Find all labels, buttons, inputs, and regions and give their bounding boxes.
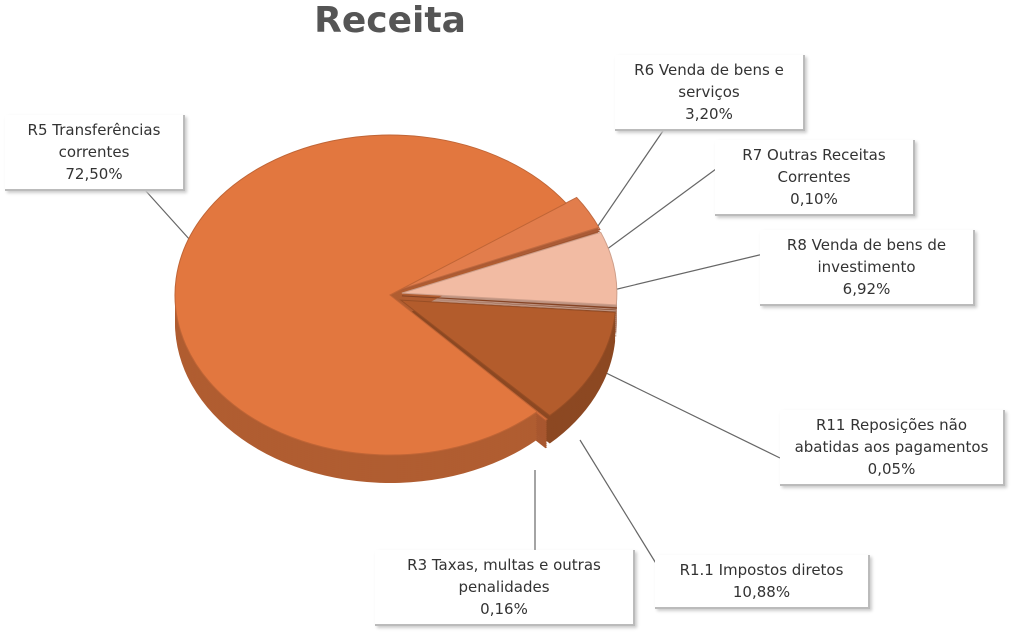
value-label: 0,05% [867, 460, 916, 478]
slice-label: R5 Transferências correntes [27, 121, 161, 161]
callout: R11 Reposições não abatidas aos pagament… [780, 410, 1005, 486]
value-label: 10,88% [732, 583, 791, 601]
slice [401, 231, 618, 306]
callout: R8 Venda de bens de investimento 6,92% [760, 230, 975, 306]
leader-line [579, 439, 666, 579]
value-label: 0,16% [480, 600, 528, 618]
pie [174, 134, 618, 484]
leader-line [584, 127, 666, 246]
leader-line [127, 184, 191, 241]
value-label: 72,50% [65, 165, 123, 183]
leader-line [604, 249, 781, 293]
slice [400, 196, 600, 290]
callout: R3 Taxas, multas e outras penalidades 0,1… [375, 550, 635, 626]
leader-line [599, 369, 781, 459]
slice-label: R7 Outras Receitas Correntes [742, 146, 886, 186]
slice-label: R1.1 Impostos diretos [679, 561, 844, 579]
callout: R1.1 Impostos diretos 10,88% [655, 555, 870, 609]
slice-label: R8 Venda de bens de investimento [786, 236, 947, 276]
slice-side [401, 297, 617, 311]
slice [174, 134, 567, 456]
slice-label: R6 Venda de bens e serviços [634, 61, 784, 101]
slice [400, 228, 601, 291]
slice-label: R11 Reposições não abatidas aos pagament… [794, 416, 989, 456]
value-label: 3,20% [685, 105, 733, 123]
value-label: 6,92% [842, 280, 891, 298]
leader-line [594, 154, 736, 259]
value-label: 0,10% [790, 190, 838, 208]
slice [399, 299, 616, 417]
slice-label: R3 Taxas, multas e outras penalidades [407, 556, 601, 596]
slice [401, 295, 617, 309]
callout: R5 Transferências correntes 72,50% [5, 115, 185, 191]
chart-title: Receita [314, 0, 466, 41]
callout: R6 Venda de bens e serviços 3,20% [615, 55, 805, 131]
callout: R7 Outras Receitas Correntes 0,10% [715, 140, 915, 216]
